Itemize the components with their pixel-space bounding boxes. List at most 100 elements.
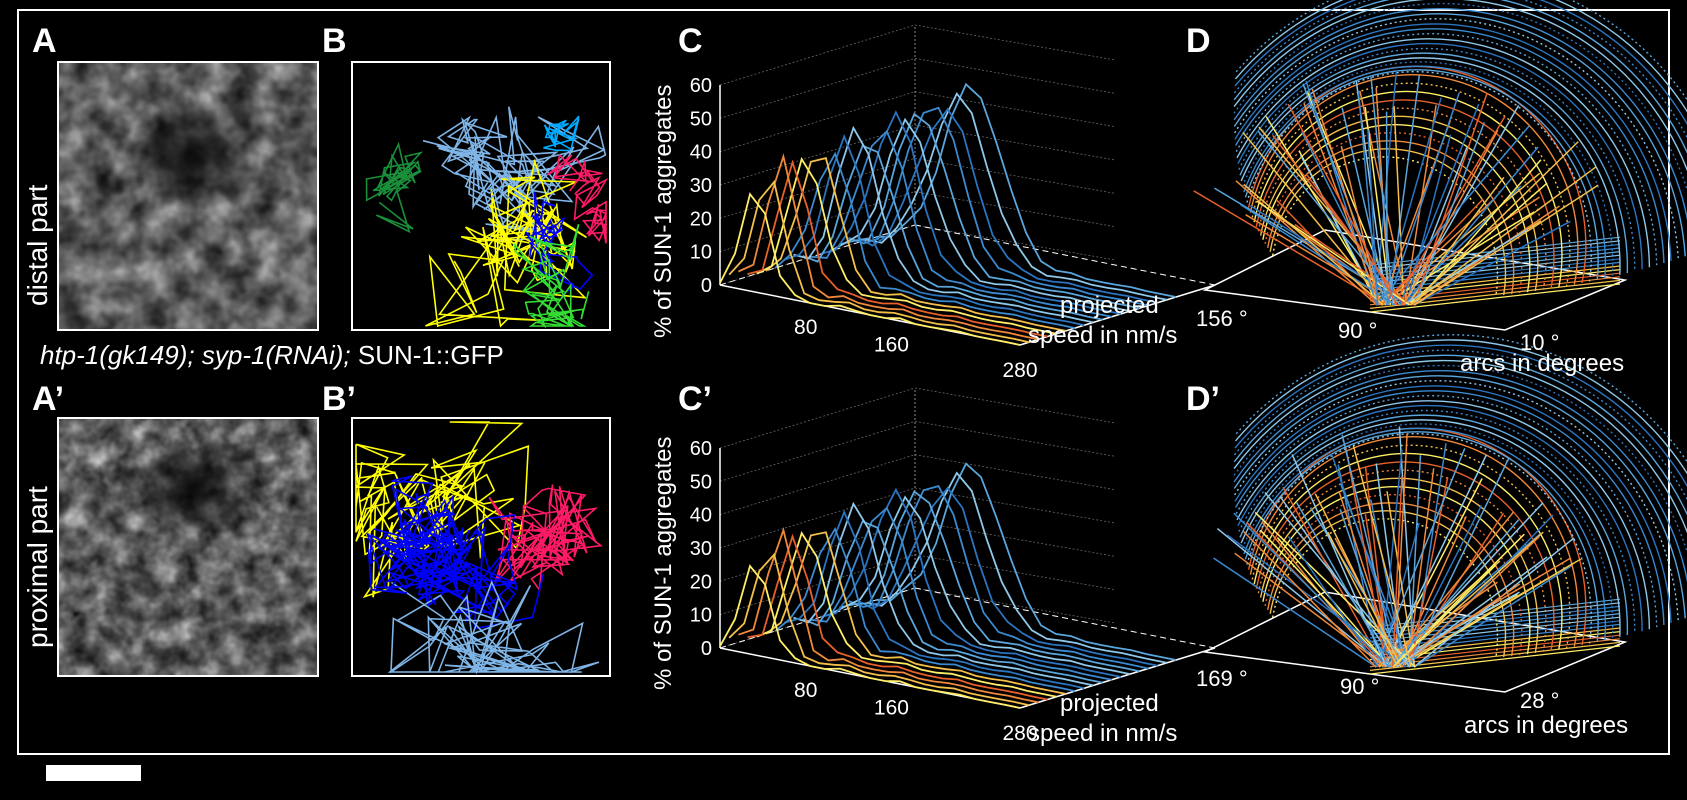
arc-line xyxy=(1246,433,1592,644)
panel-label-d: D xyxy=(1186,22,1211,60)
spoke-line xyxy=(1357,90,1379,306)
arc-line xyxy=(1244,69,1599,280)
spoke-line xyxy=(1393,106,1405,306)
arc-line xyxy=(1233,0,1687,172)
trajectory-path xyxy=(355,421,530,599)
scale-bar xyxy=(46,765,141,781)
y-tick-label: 60 xyxy=(690,438,712,460)
spoke-line xyxy=(1233,512,1390,668)
arc-line xyxy=(1236,38,1651,268)
series-line xyxy=(728,552,1030,707)
arc-line xyxy=(1236,400,1651,630)
spoke-line xyxy=(1392,564,1497,668)
series-line xyxy=(875,82,1177,298)
x-tick-label: 160 xyxy=(874,696,909,719)
series-line xyxy=(875,462,1177,661)
arc-line xyxy=(1233,375,1686,619)
spoke-line xyxy=(1242,530,1377,668)
arc-line xyxy=(1234,0,1687,126)
panel-a-prime-micrograph xyxy=(57,417,319,677)
series-line xyxy=(802,144,1103,321)
spoke-line xyxy=(1239,203,1396,306)
y-tick-label: 0 xyxy=(701,638,712,660)
arc-line xyxy=(1234,28,1665,264)
spoke-line xyxy=(1410,141,1579,306)
arc-line xyxy=(1234,380,1679,621)
y-tick-label: 30 xyxy=(690,175,712,197)
y-tick-label: 50 xyxy=(690,471,712,493)
chart-c-prime-xlabel-1: projected xyxy=(1060,690,1159,717)
arc-line xyxy=(1233,349,1687,501)
arc-line xyxy=(1234,0,1687,113)
spoke-line xyxy=(1413,205,1560,306)
chart-c-prime-xlabel-2: speed in nm/s xyxy=(1028,720,1178,747)
spoke-line xyxy=(1388,511,1515,668)
spoke-line xyxy=(1249,205,1409,306)
panel-label-a: A xyxy=(32,22,57,60)
series-line xyxy=(738,527,1039,704)
arc-line xyxy=(1243,65,1607,279)
arc-line xyxy=(1235,33,1658,266)
spoke-line xyxy=(1264,492,1411,668)
x-tick-label: 160 xyxy=(874,333,909,356)
x-tick-label: 280 xyxy=(1002,359,1037,382)
chart-d-prime xyxy=(1202,334,1687,693)
trajectory-path xyxy=(488,484,603,593)
spoke-line xyxy=(1272,134,1406,306)
trajectory-path xyxy=(413,514,545,630)
spoke-line xyxy=(1341,107,1389,306)
arc-line xyxy=(1233,370,1687,584)
trajectory-path xyxy=(387,579,600,675)
spoke-line xyxy=(1386,491,1416,668)
y-tick-label: 10 xyxy=(690,605,712,627)
x-tick-label: 280 xyxy=(1002,722,1037,745)
spoke-line xyxy=(1414,122,1486,306)
spoke-line xyxy=(1380,196,1497,306)
spoke-line xyxy=(1311,88,1382,306)
arc-line xyxy=(1233,0,1687,139)
spoke-line xyxy=(1380,97,1442,306)
panel-label-a-prime: A’ xyxy=(32,380,65,418)
y-tick-label: 60 xyxy=(690,75,712,97)
spoke-line xyxy=(1405,134,1452,306)
series-line xyxy=(829,117,1131,312)
trajectory-path xyxy=(365,141,424,234)
genotype-italic: htp-1(gk149); syp-1(RNAi); xyxy=(40,340,351,370)
chart-d-xlabel: arcs in degrees xyxy=(1460,350,1625,377)
arc-line xyxy=(1255,461,1555,651)
arc-line xyxy=(1262,123,1531,293)
arc-line xyxy=(1259,115,1539,292)
trajectory-path xyxy=(524,192,594,296)
arc-line xyxy=(1241,423,1614,639)
spoke-line xyxy=(1407,468,1435,668)
arc-line xyxy=(1262,485,1531,655)
arc-line xyxy=(1239,414,1629,636)
arc-line xyxy=(1251,82,1571,287)
spoke-line xyxy=(1243,183,1384,306)
series-line xyxy=(820,487,1122,678)
spoke-line xyxy=(1234,552,1386,668)
side-label-proximal: proximal part xyxy=(22,486,53,648)
trajectory-path xyxy=(366,531,455,606)
series-line xyxy=(829,495,1131,675)
spoke-line xyxy=(1390,533,1525,668)
chart-d-tick-0: 156 ° xyxy=(1196,306,1248,331)
spoke-line xyxy=(1391,476,1403,668)
series-line xyxy=(774,526,1076,692)
arc-line xyxy=(1234,339,1687,475)
panel-label-b: B xyxy=(322,22,347,60)
arc-line xyxy=(1240,419,1621,637)
trajectory-path xyxy=(514,223,590,329)
arc-line xyxy=(1234,390,1665,626)
chart-d-prime-tick-2: 28 ° xyxy=(1520,688,1560,713)
series-line xyxy=(866,92,1167,301)
arc-line xyxy=(1264,132,1523,294)
spoke-line xyxy=(1412,159,1542,306)
arc-line xyxy=(1243,427,1607,641)
chart-c: 0 10 20 30 40 50 60 80 160 280 xyxy=(690,24,1216,382)
spoke-line xyxy=(1294,223,1414,306)
panel-label-c: C xyxy=(678,22,703,60)
arc-line xyxy=(1234,385,1672,623)
arc-line xyxy=(1235,334,1687,463)
series-line xyxy=(811,129,1112,318)
